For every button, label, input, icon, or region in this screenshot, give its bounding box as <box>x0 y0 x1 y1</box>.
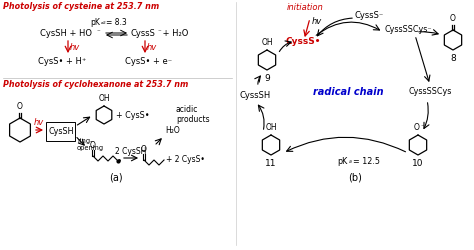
Text: ⁻: ⁻ <box>97 29 101 35</box>
Text: radical chain: radical chain <box>313 87 383 97</box>
Text: CyssS: CyssS <box>131 30 156 38</box>
Text: O: O <box>90 141 96 150</box>
Text: pK: pK <box>338 158 348 166</box>
Text: 8: 8 <box>450 54 456 63</box>
Text: (b): (b) <box>348 172 362 182</box>
Text: Photolysis of cysteine at 253.7 nm: Photolysis of cysteine at 253.7 nm <box>3 2 159 11</box>
Text: CysSH + HO: CysSH + HO <box>40 30 92 38</box>
Text: + 2 CysS•: + 2 CysS• <box>166 156 205 164</box>
Text: (a): (a) <box>109 172 123 182</box>
Text: O: O <box>141 145 147 154</box>
Text: OH: OH <box>98 94 110 103</box>
Text: = 8.3: = 8.3 <box>106 18 127 27</box>
Text: = 12.5: = 12.5 <box>353 158 380 166</box>
Text: O: O <box>414 123 420 132</box>
Text: CyssSSCys: CyssSSCys <box>408 88 452 96</box>
Text: ⁻: ⁻ <box>420 124 424 130</box>
Text: $_{a2}$: $_{a2}$ <box>100 20 107 27</box>
Text: CyssS•: CyssS• <box>285 38 321 46</box>
Text: 2 CysSH: 2 CysSH <box>115 147 146 156</box>
Text: CysSH: CysSH <box>48 126 74 136</box>
Text: 10: 10 <box>412 159 424 168</box>
Text: 11: 11 <box>265 159 277 168</box>
Text: CysS• + e⁻: CysS• + e⁻ <box>125 58 172 66</box>
Text: hv: hv <box>34 118 44 127</box>
Text: CyssS⁻: CyssS⁻ <box>355 10 384 20</box>
Text: CyssSH: CyssSH <box>239 90 271 100</box>
Text: $_{a}$: $_{a}$ <box>348 158 353 166</box>
Text: Photolysis of cyclohexanone at 253.7 nm: Photolysis of cyclohexanone at 253.7 nm <box>3 80 188 89</box>
Text: CyssSSCys⁻: CyssSSCys⁻ <box>385 26 433 35</box>
Text: O: O <box>17 102 23 111</box>
Text: pK: pK <box>90 18 100 27</box>
Text: initiation: initiation <box>287 3 323 12</box>
Text: CysS• + H⁺: CysS• + H⁺ <box>38 58 86 66</box>
Text: OH: OH <box>265 123 277 132</box>
FancyBboxPatch shape <box>46 122 75 141</box>
Text: ⁻: ⁻ <box>158 29 162 35</box>
Text: 9: 9 <box>264 74 270 83</box>
Text: hv: hv <box>147 42 157 51</box>
Text: hv: hv <box>312 16 322 26</box>
Text: H₂O: H₂O <box>165 126 180 135</box>
Text: + H₂O: + H₂O <box>160 30 188 38</box>
Text: hv: hv <box>70 42 80 51</box>
Text: + CysS•: + CysS• <box>116 110 150 120</box>
Text: acidic
products: acidic products <box>176 104 210 124</box>
Text: OH: OH <box>261 38 273 47</box>
Text: O: O <box>450 14 456 23</box>
Text: ring-
opening: ring- opening <box>77 138 104 151</box>
